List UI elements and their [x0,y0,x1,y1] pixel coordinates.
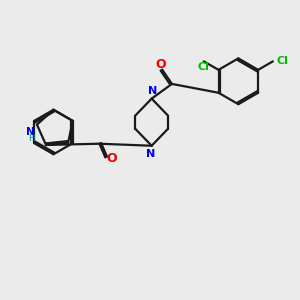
Text: H: H [28,134,35,143]
Text: N: N [148,86,157,96]
Text: N: N [26,127,35,137]
Text: Cl: Cl [276,56,288,66]
Text: O: O [155,58,166,71]
Text: N: N [146,149,155,159]
Text: O: O [106,152,117,165]
Text: Cl: Cl [198,62,210,72]
